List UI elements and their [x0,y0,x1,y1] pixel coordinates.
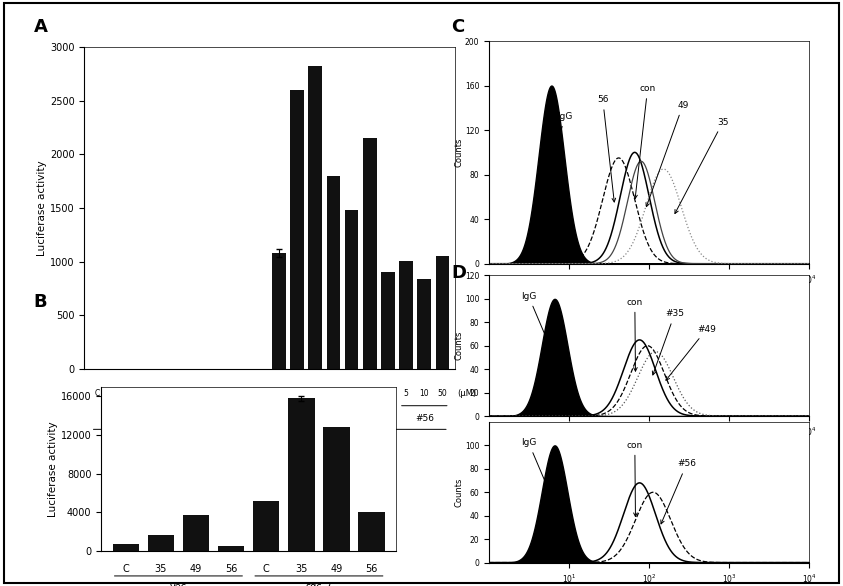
Text: 35: 35 [675,118,728,213]
Text: 50: 50 [201,389,211,397]
Bar [218,546,244,551]
Text: con: con [634,84,656,199]
Bar [290,90,303,369]
Text: (μM): (μM) [457,389,476,397]
Text: 10: 10 [129,389,138,397]
Text: 5: 5 [113,389,118,397]
Text: #49: #49 [666,325,716,380]
Text: 5: 5 [167,389,172,397]
Text: 10: 10 [238,389,247,397]
Text: 50: 50 [329,389,338,397]
Text: #56: #56 [233,414,252,423]
Text: IgG: IgG [521,438,553,500]
Text: vec: vec [170,582,187,586]
Text: #35: #35 [652,309,685,375]
Y-axis label: Counts: Counts [454,478,464,507]
Text: 50: 50 [147,389,157,397]
Text: C: C [263,564,270,574]
Bar [436,256,449,369]
Text: C: C [94,389,99,397]
Text: con: con [626,441,643,516]
Bar [381,272,395,369]
Text: 5: 5 [222,389,227,397]
Text: 5: 5 [349,389,354,397]
Text: #35: #35 [124,414,143,423]
Text: 10: 10 [310,389,320,397]
Text: A: A [34,18,47,36]
Bar [358,512,384,551]
Text: 10: 10 [183,389,193,397]
Text: 35: 35 [295,564,308,574]
Text: 56: 56 [365,564,378,574]
Text: D: D [451,264,466,282]
Text: C: C [122,564,129,574]
Text: IgG: IgG [521,292,553,354]
Y-axis label: Luciferase activity: Luciferase activity [48,421,58,517]
X-axis label: FL1-H: FL1-H [637,287,661,296]
Bar [345,210,358,369]
Bar [272,253,286,369]
Text: B: B [34,293,47,311]
Text: C: C [277,389,282,397]
Bar [288,398,314,551]
Bar [148,536,174,551]
Text: IgG: IgG [551,112,572,165]
Text: 5: 5 [294,389,299,397]
Text: 10: 10 [365,389,374,397]
Bar [400,261,413,369]
Bar [183,515,209,551]
Y-axis label: Luciferase activity: Luciferase activity [37,160,47,256]
Y-axis label: Counts: Counts [454,138,464,167]
Text: 5: 5 [404,389,409,397]
Text: 56: 56 [597,96,615,202]
Text: 10: 10 [420,389,429,397]
Text: 49: 49 [190,564,202,574]
Text: #49: #49 [360,414,379,423]
Text: 50: 50 [383,389,393,397]
Text: vec: vec [170,439,187,449]
Bar [324,427,350,551]
Text: #56: #56 [415,414,434,423]
Text: 56: 56 [225,564,238,574]
Text: 49: 49 [646,101,689,207]
Bar [326,176,341,369]
Text: #56: #56 [661,459,696,524]
Y-axis label: Counts: Counts [454,331,464,360]
Bar [363,138,377,369]
X-axis label: FL1-H: FL1-H [637,440,661,448]
Bar [253,500,279,551]
Text: 35: 35 [154,564,167,574]
Text: 49: 49 [330,564,342,574]
Bar [417,279,431,369]
Text: 50: 50 [438,389,448,397]
Text: C: C [451,18,464,36]
Bar [309,66,322,369]
Text: sdc-2: sdc-2 [306,582,332,586]
Text: #35: #35 [306,414,325,423]
Text: 50: 50 [255,389,266,397]
Bar [113,544,139,551]
Text: #49: #49 [179,414,197,423]
Text: con: con [626,298,643,371]
Text: sdc-2: sdc-2 [347,439,373,449]
